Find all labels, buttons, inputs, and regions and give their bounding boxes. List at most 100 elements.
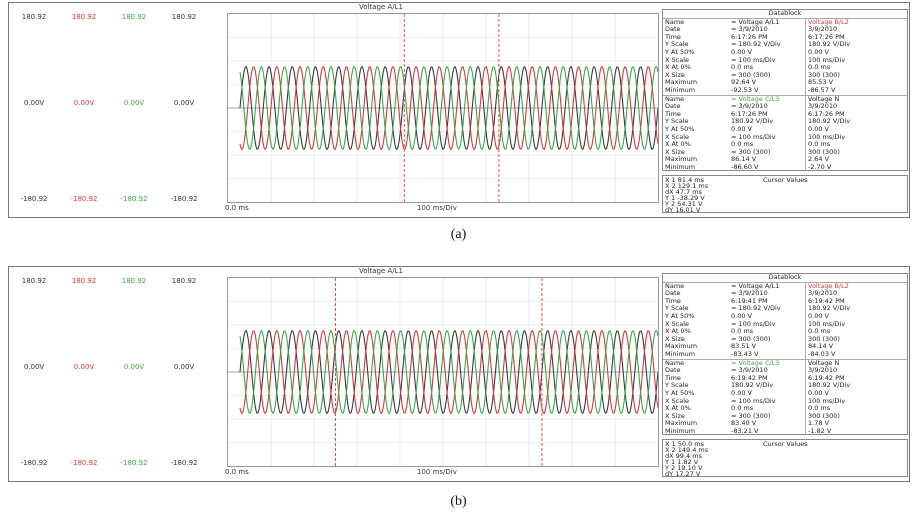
db-label: Name xyxy=(665,17,685,26)
datablock-col-a: = Voltage A/L1 = 3/9/2010 6:19:41 PM = 180.… xyxy=(729,281,806,359)
db-value: -83.21 V xyxy=(731,426,759,435)
cursor-value: 1.82 V xyxy=(677,458,699,466)
db-value: 180.92 V/Div xyxy=(808,304,851,313)
db-label: Y Scale xyxy=(665,304,689,313)
db-value: 0.00 V xyxy=(731,311,752,320)
scale-top-b: 180.92 xyxy=(71,277,97,285)
db-value: 3/9/2010 xyxy=(808,102,838,111)
db-value: = 180.92 V/Div xyxy=(731,304,781,313)
db-value: 6:19:42 PM xyxy=(731,373,768,382)
db-label: Time xyxy=(665,32,681,41)
cursor-label: dY xyxy=(665,206,674,214)
db-value: Voltage B/L2 xyxy=(808,281,849,290)
db-value: 100 ms/Div xyxy=(808,396,846,405)
datablock-col-b: Voltage B/L2 3/9/2010 6:17:26 PM 180.92 V/D… xyxy=(806,18,904,95)
db-label: Y Scale xyxy=(665,117,689,126)
db-value: = 100 ms/Div xyxy=(731,132,776,141)
cursor-values-box: Cursor Values X 1 50.0 ms X 2 149.4 ms d… xyxy=(662,439,908,477)
scale-bottom-row: -180.92 -180.92 -180.92 -180.92 xyxy=(9,459,224,467)
db-value: 300 (300) xyxy=(808,334,840,343)
datablock-labels-2: Name Date Time Y Scale Y At 50% X Scale X At 0… xyxy=(663,94,729,172)
db-value: 180.92 V/Div xyxy=(731,117,774,126)
cursor-value: 50.0 ms xyxy=(677,440,704,448)
db-value: 0.00 V xyxy=(731,124,752,133)
db-label: Maximum xyxy=(665,155,698,164)
db-value: -1.82 V xyxy=(808,426,832,435)
db-value: 6:17:26 PM xyxy=(731,109,768,118)
db-value: 100 ms/Div xyxy=(808,132,846,141)
cursor-values-list: X 1 50.0 ms X 2 149.4 ms dX 99.4 ms Y 1 … xyxy=(665,440,708,478)
db-label: Minimum xyxy=(665,349,696,358)
db-value: = 3/9/2010 xyxy=(731,366,768,375)
db-value: 0.00 V xyxy=(808,388,829,397)
caption-b: (b) xyxy=(450,494,467,509)
db-value: -2.70 V xyxy=(808,162,832,171)
cursor-label: Y 2 xyxy=(665,200,676,208)
phase-a-waveform xyxy=(239,65,658,151)
cursor-value: 129.1 ms xyxy=(677,182,709,190)
db-value: 180.92 V/Div xyxy=(731,381,774,390)
waveform-plot[interactable] xyxy=(227,277,659,467)
scale-bottom-c: -180.92 xyxy=(120,459,148,467)
cursor-values-title: Cursor Values xyxy=(763,176,808,184)
db-value: -92.53 V xyxy=(731,85,759,94)
scale-bottom-a: -180.92 xyxy=(20,195,48,203)
cursor-value: 17.27 V xyxy=(675,470,701,478)
db-value: 85.53 V xyxy=(808,78,834,87)
db-label: Date xyxy=(665,289,681,298)
cursor-label: dX xyxy=(665,452,674,460)
cursor-row: Y 2 54.31 V xyxy=(665,200,708,208)
db-value: 83.51 V xyxy=(731,342,757,351)
db-label: Name xyxy=(665,358,685,367)
db-value: 3/9/2010 xyxy=(808,366,838,375)
db-label: Y Scale xyxy=(665,40,689,49)
db-value: 6:17:26 PM xyxy=(731,32,768,41)
cursor-value: 54.31 V xyxy=(677,200,703,208)
db-value: = Voltage A/L1 xyxy=(731,281,780,290)
cursor-label: X 2 xyxy=(665,182,676,190)
cursor-label: Y 1 xyxy=(665,194,676,202)
db-value: = 3/9/2010 xyxy=(731,289,768,298)
db-label: Name xyxy=(665,94,685,103)
db-value: 100 ms/Div xyxy=(808,55,846,64)
db-label: Date xyxy=(665,25,681,34)
db-value: 180.92 V/Div xyxy=(808,117,851,126)
scale-top-n: 180.92 xyxy=(171,13,197,21)
cursor-values-list: X 1 81.4 ms X 2 129.1 ms dX 47.7 ms Y 1 … xyxy=(665,177,709,214)
scale-bottom-b: -180.92 xyxy=(70,459,98,467)
db-label: X Scale xyxy=(665,132,690,141)
datablock-labels-2: Name Date Time Y Scale Y At 50% X Scale X At 0… xyxy=(663,358,729,436)
cursor-row: dY 17.27 V xyxy=(665,470,708,478)
db-label: Maximum xyxy=(665,78,698,87)
db-label: Name xyxy=(665,281,685,290)
scale-bottom-c: -180.92 xyxy=(120,195,148,203)
waveform-plot[interactable] xyxy=(227,13,659,203)
cursor-row: Y 1 -38.29 V xyxy=(665,194,708,202)
scale-mid-c: 0.00V xyxy=(123,99,145,107)
db-value: 0.0 ms xyxy=(731,140,754,149)
db-label: Maximum xyxy=(665,419,698,428)
cursor-row: dY 16.01 V xyxy=(665,206,708,214)
db-label: X Size xyxy=(665,70,685,79)
db-value: 6:17:26 PM xyxy=(808,32,845,41)
phase-b-waveform xyxy=(239,65,658,151)
x-start-label: 0.0 ms xyxy=(225,468,249,476)
scale-top-c: 180.92 xyxy=(121,277,147,285)
db-value: 6:19:41 PM xyxy=(731,296,768,305)
db-label: X At 0% xyxy=(665,63,691,72)
db-value: 6:19:42 PM xyxy=(808,373,845,382)
oscilloscope-panel-a: 180.92 180.92 180.92 180.92 0.00V 0.00V 0.00V… xyxy=(8,2,910,218)
db-label: X Size xyxy=(665,147,685,156)
db-value: = 3/9/2010 xyxy=(731,102,768,111)
db-value: 92.64 V xyxy=(731,78,757,87)
db-label: Y At 50% xyxy=(665,311,695,320)
cursor-values-box: Cursor Values X 1 81.4 ms X 2 129.1 ms d… xyxy=(662,175,908,213)
scale-mid-a: 0.00V xyxy=(23,99,45,107)
db-value: -83.43 V xyxy=(731,349,759,358)
db-label: Y At 50% xyxy=(665,124,695,133)
cursor-label: Y 1 xyxy=(665,458,676,466)
cursor-row: dX 47.7 ms xyxy=(665,189,708,196)
db-value: = 300 (300) xyxy=(731,147,771,156)
db-value: 180.92 V/Div xyxy=(808,381,851,390)
db-label: Maximum xyxy=(665,342,698,351)
